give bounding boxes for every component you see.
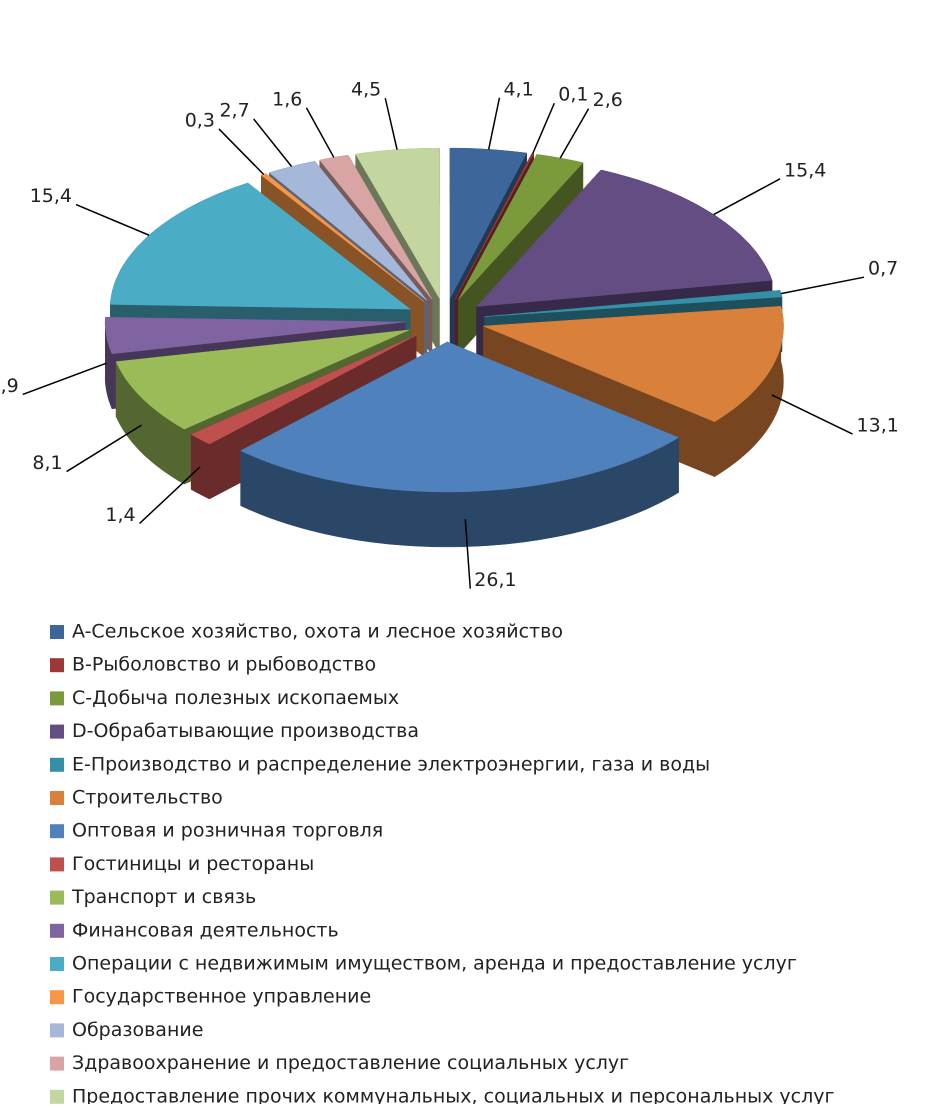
data-label: 8,1: [32, 452, 62, 474]
leader-line: [66, 424, 142, 473]
legend-swatch: [50, 1056, 64, 1071]
leader-line: [713, 178, 781, 216]
legend-swatch: [50, 1023, 64, 1038]
legend-label: D-Обрабатывающие производства: [72, 720, 419, 742]
data-label: 3,9: [0, 375, 19, 397]
data-label: 15,4: [784, 159, 826, 181]
slice-top: [115, 329, 410, 430]
legend-label: E-Производство и распределение электроэн…: [72, 753, 710, 775]
data-label: 2,6: [593, 89, 623, 111]
legend-label: Финансовая деятельность: [72, 919, 339, 941]
legend-swatch: [50, 724, 64, 739]
slice-top: [458, 154, 584, 300]
legend: A-Сельское хозяйство, охота и лесное хоз…: [50, 621, 834, 1107]
leader-line: [22, 362, 107, 396]
legend-label: Здравоохранение и предоставление социаль…: [72, 1052, 629, 1074]
legend-label: B-Рыболовство и рыбоводство: [72, 654, 376, 676]
slice-wall: [190, 434, 210, 500]
data-label: 1,4: [105, 504, 135, 526]
data-label: 4,1: [503, 78, 533, 100]
legend-swatch: [50, 957, 64, 971]
data-label: 0,7: [868, 258, 898, 280]
legend-swatch: [50, 890, 64, 905]
legend-swatch: [50, 625, 64, 639]
slice-top: [268, 160, 428, 301]
leader-line: [464, 519, 472, 589]
data-label: 13,1: [857, 415, 899, 437]
slice-top: [104, 317, 406, 355]
slice-top: [190, 335, 417, 445]
legend-label: Предоставление прочих коммунальных, соци…: [72, 1085, 834, 1104]
legend-label: Строительство: [72, 787, 223, 809]
data-label: 1,6: [272, 88, 302, 110]
legend-swatch: [50, 990, 64, 1005]
data-label: 2,7: [219, 100, 249, 122]
leader-line: [559, 108, 590, 159]
data-label: 15,4: [30, 185, 72, 207]
legend-swatch: [50, 658, 64, 673]
leader-line: [384, 97, 398, 150]
slice-top: [110, 182, 411, 310]
legend-label: Образование: [72, 1019, 203, 1041]
leader-line: [218, 128, 265, 176]
legend-label: Транспорт и связь: [71, 886, 256, 908]
legend-label: Государственное управление: [72, 986, 371, 1008]
legend-label: C-Добыча полезных ископаемых: [72, 687, 399, 709]
slice-top: [449, 147, 527, 299]
legend-swatch: [50, 691, 64, 706]
data-labels: 4,1 0,12,6 15,4 0,7 13,1 26,1 1,4 8,1 3,9 15,4 0,3…: [0, 78, 899, 591]
leader-line: [139, 466, 201, 524]
legend-swatch: [50, 757, 64, 772]
data-label: 0,3: [185, 109, 215, 131]
slice: [475, 169, 773, 363]
leader-line: [780, 276, 865, 295]
slice-top: [483, 306, 784, 422]
legend-swatch: [50, 923, 64, 938]
legend-label: Оптовая и розничная торговля: [72, 820, 383, 842]
legend-label: A-Сельское хозяйство, охота и лесное хоз…: [72, 621, 563, 643]
data-label: 4,5: [351, 79, 381, 101]
slice-top: [240, 341, 680, 493]
leader-line: [531, 102, 555, 155]
legend-swatch: [50, 857, 64, 872]
legend-swatch: [50, 824, 64, 839]
leader-line: [253, 118, 293, 167]
leader-line: [487, 97, 501, 150]
legend-swatch: [50, 791, 64, 805]
data-label: 26,1: [474, 569, 516, 591]
data-label: 0,1: [558, 84, 588, 106]
slice: [240, 341, 680, 548]
legend-label: Операции с недвижимым имуществом, аренда…: [72, 953, 797, 975]
slice-top: [475, 169, 773, 307]
leader-line: [75, 203, 150, 236]
legend-label: Гостиницы и рестораны: [72, 853, 314, 875]
pie: [104, 147, 784, 548]
leader-line: [305, 107, 335, 158]
legend-swatch: [50, 1089, 64, 1104]
leader-line: [771, 394, 853, 435]
